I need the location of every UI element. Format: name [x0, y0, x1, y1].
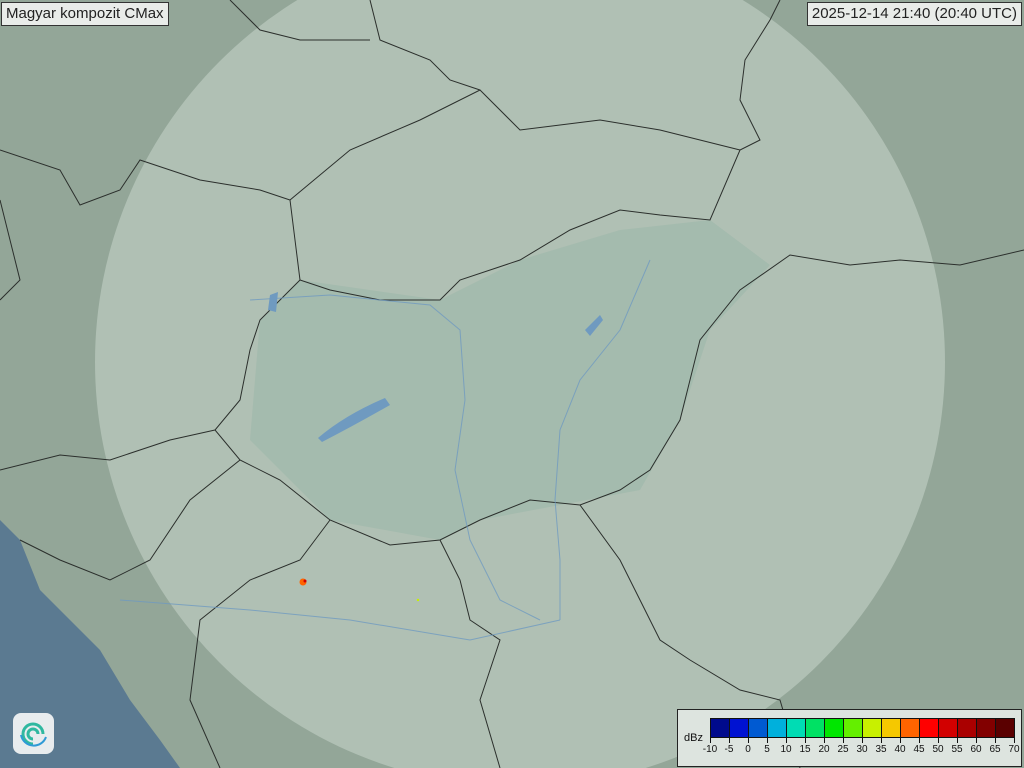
legend-tick-label: 30: [856, 744, 868, 755]
legend-color-cell: [882, 719, 901, 737]
legend-tick: [710, 738, 711, 743]
lake-neusiedl: [268, 292, 278, 312]
legend-color-cell: [825, 719, 844, 737]
legend-color-cell: [996, 719, 1014, 737]
legend-ticks: -10 -5 0 5 10 15 20 25 30 35 40 45 50 55 60 65 70: [703, 738, 1020, 762]
legend-color-cell: [787, 719, 806, 737]
legend-tick-label: 60: [970, 744, 982, 755]
legend-tick: [862, 738, 863, 743]
legend-tick-label: 0: [745, 744, 751, 755]
legend-tick: [843, 738, 844, 743]
legend-tick: [881, 738, 882, 743]
legend-tick: [1014, 738, 1015, 743]
legend-tick-label: 65: [989, 744, 1001, 755]
legend-color-cell: [977, 719, 996, 737]
adriatic-sea: [0, 520, 180, 768]
legend-tick-label: 55: [951, 744, 963, 755]
lake-tisza: [585, 315, 603, 336]
legend-tick-label: 40: [894, 744, 906, 755]
timestamp: 2025-12-14 21:40 (20:40 UTC): [806, 2, 1022, 26]
legend-color-cell: [806, 719, 825, 737]
legend-tick-label: -10: [702, 744, 718, 755]
dbz-legend: dBz -10 -5 0 5 10 15 20 25 30 35 40 45 50 55 60 65 70: [677, 709, 1022, 767]
legend-tick: [729, 738, 730, 743]
legend-tick-label: 35: [875, 744, 887, 755]
legend-tick: [805, 738, 806, 743]
legend-tick-label: 50: [932, 744, 944, 755]
lake-balaton: [318, 398, 390, 442]
legend-tick: [995, 738, 996, 743]
legend-color-cell: [863, 719, 882, 737]
legend-color-cell: [901, 719, 920, 737]
radar-coverage: [95, 0, 945, 768]
legend-color-cell: [844, 719, 863, 737]
radar-echo: [416, 598, 420, 602]
legend-tick-label: -5: [724, 744, 734, 755]
legend-tick: [957, 738, 958, 743]
legend-tick-label: 70: [1008, 744, 1020, 755]
legend-tick: [786, 738, 787, 743]
legend-tick-label: 45: [913, 744, 925, 755]
legend-color-cell: [768, 719, 787, 737]
legend-color-cell: [939, 719, 958, 737]
legend-tick-label: 5: [764, 744, 770, 755]
legend-color-cell: [730, 719, 749, 737]
product-title: Magyar kompozit CMax: [1, 2, 169, 26]
swirl-logo-icon: [13, 713, 54, 754]
legend-tick-label: 25: [837, 744, 849, 755]
legend-tick: [938, 738, 939, 743]
legend-tick: [976, 738, 977, 743]
legend-color-cell: [749, 719, 768, 737]
legend-tick-label: 15: [799, 744, 811, 755]
legend-tick: [900, 738, 901, 743]
legend-unit: dBz: [684, 732, 703, 744]
rivers: [119, 259, 651, 641]
legend-color-cell: [711, 719, 730, 737]
legend-tick-label: 10: [780, 744, 792, 755]
legend-tick-label: 20: [818, 744, 830, 755]
legend-tick: [748, 738, 749, 743]
legend-color-cell: [958, 719, 977, 737]
legend-tick: [767, 738, 768, 743]
legend-tick: [824, 738, 825, 743]
legend-color-bar: [710, 718, 1015, 738]
legend-color-cell: [920, 719, 939, 737]
radar-echo: [303, 579, 307, 583]
legend-tick: [919, 738, 920, 743]
